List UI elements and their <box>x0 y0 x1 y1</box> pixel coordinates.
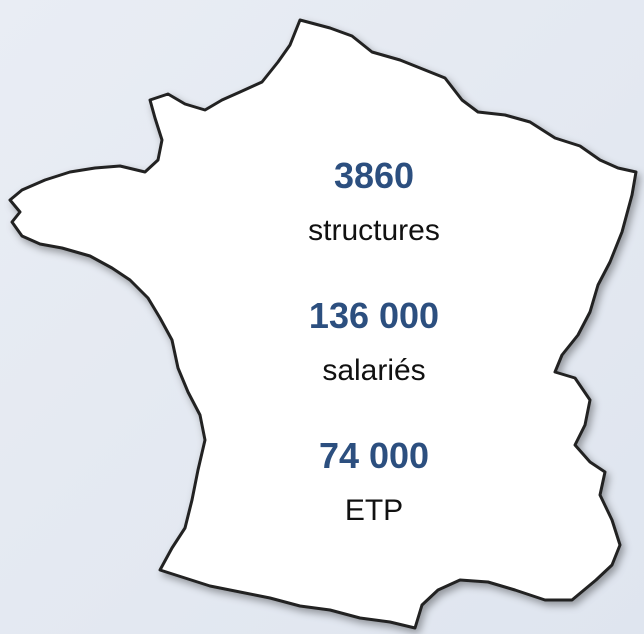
stat-value: 74 000 <box>319 435 429 476</box>
france-map <box>8 18 638 630</box>
stat-label: structures <box>308 214 440 247</box>
stat-label: ETP <box>345 494 403 527</box>
stat-label: salariés <box>322 354 425 387</box>
stat-value: 3860 <box>334 155 414 196</box>
stats: 3860 structures 136 000 salariés 74 000 ETP <box>308 155 440 527</box>
stat-value: 136 000 <box>309 295 439 336</box>
